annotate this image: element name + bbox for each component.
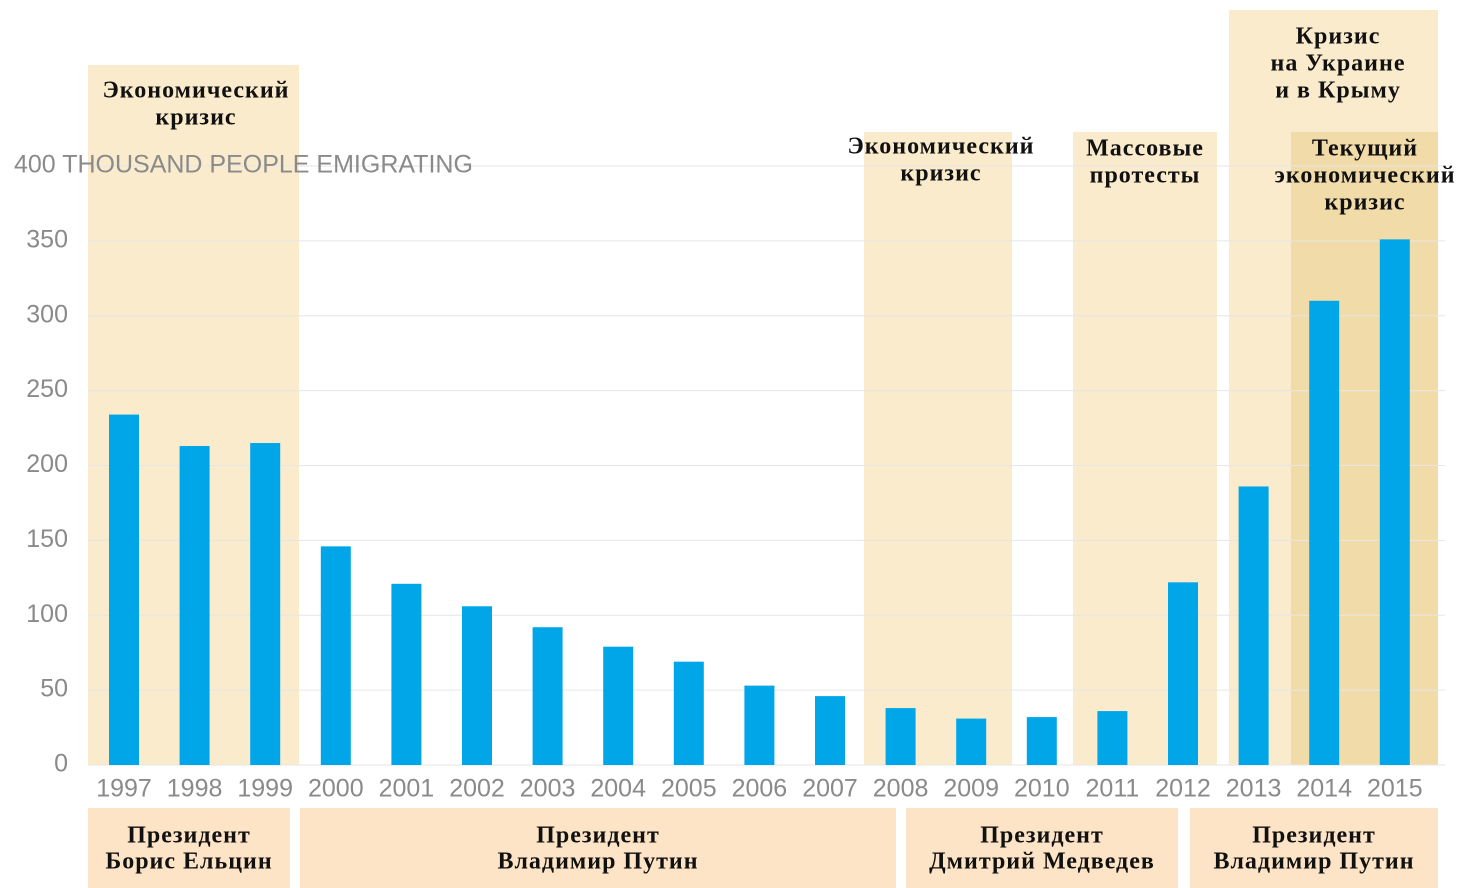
y-tick-label: 400 THOUSAND PEOPLE EMIGRATING [14,151,473,179]
y-tick-label: 300 [26,300,68,328]
president-label: Президент [1252,823,1376,849]
bar [391,583,422,765]
annotation: Текущий [1312,136,1418,162]
y-tick-label: 50 [40,675,68,703]
x-tick-label: 2003 [520,775,576,803]
president-band [300,808,896,888]
president-label: Президент [127,823,251,849]
x-tick-label: 2004 [590,775,646,803]
annotation: протесты [1090,163,1201,189]
bar [179,446,210,765]
x-tick-label: 1998 [167,775,223,803]
y-tick-label: 150 [26,525,68,553]
annotation: Кризис [1296,24,1381,50]
x-tick-label: 1999 [237,775,293,803]
bar [532,627,563,765]
president-label: Борис Ельцин [105,849,272,875]
annotation: экономический [1274,163,1455,189]
bar [1097,711,1128,765]
bar [956,718,987,765]
president-label: Президент [980,823,1104,849]
y-tick-label: 200 [26,450,68,478]
bar [250,443,281,765]
president-label: Президент [536,823,660,849]
x-tick-label: 1997 [96,775,152,803]
y-tick-label: 100 [26,600,68,628]
bar [815,696,845,765]
x-tick-label: 2005 [661,775,717,803]
x-tick-label: 2007 [802,775,858,803]
y-tick-label: 250 [26,375,68,403]
bar [1238,486,1269,765]
x-tick-label: 2000 [308,775,364,803]
bar [673,661,704,765]
annotation: Массовые [1086,136,1204,162]
y-tick-label: 350 [26,225,68,253]
x-tick-label: 2002 [449,775,505,803]
x-tick-label: 2006 [732,775,788,803]
bar [109,414,139,765]
bar [1026,717,1057,765]
bar [744,685,775,765]
x-tick-label: 2001 [379,775,435,803]
president-label: Дмитрий Медведев [929,849,1155,875]
x-tick-label: 2013 [1226,775,1282,803]
bar [1168,582,1198,765]
bar [603,646,634,765]
x-tick-label: 2014 [1296,775,1352,803]
annotation: Экономический [848,134,1035,160]
annotation: Экономический [103,78,290,104]
bar [1379,239,1410,765]
annotation: и в Крыму [1275,78,1401,104]
annotation: кризис [900,161,981,187]
annotation: кризис [1324,190,1405,216]
president-band [906,808,1178,888]
president-band [88,808,290,888]
annotation: на Украине [1271,51,1406,77]
x-tick-label: 2015 [1367,775,1423,803]
x-tick-label: 2011 [1086,775,1140,803]
x-tick-label: 2010 [1014,775,1070,803]
bar [320,546,351,765]
x-tick-label: 2009 [943,775,999,803]
x-tick-label: 2008 [873,775,929,803]
bar [1309,300,1340,765]
x-tick-label: 2012 [1155,775,1211,803]
annotation: кризис [155,105,236,131]
president-label: Владимир Путин [1213,849,1414,875]
president-band [1190,808,1438,888]
bar [462,606,492,765]
y-tick-label: 0 [54,750,68,778]
period-shade [864,132,1012,765]
president-label: Владимир Путин [497,849,698,875]
bar [885,708,916,765]
